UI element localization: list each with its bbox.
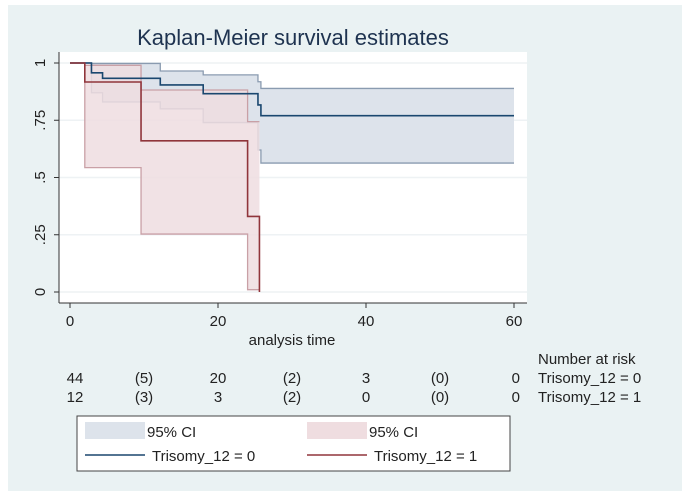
ci-band-series-1 [70, 63, 260, 290]
x-tick-label: 0 [66, 313, 74, 330]
risk-cell: 3 [214, 389, 222, 406]
survival-line-series-0 [70, 62, 514, 117]
y-tick-label: .5 [32, 171, 49, 184]
survival-line-series-1 [70, 62, 261, 292]
legend-label: 95% CI [147, 424, 196, 441]
risk-row-label: Trisomy_12 = 1 [538, 389, 641, 406]
legend-label: 95% CI [369, 424, 418, 441]
risk-table-heading: Number at risk [538, 351, 636, 368]
risk-cell: (2) [283, 370, 301, 387]
chart-title: Kaplan-Meier survival estimates [137, 25, 449, 50]
risk-cell: (0) [431, 389, 449, 406]
y-tick-label: .25 [32, 224, 49, 245]
legend-swatch-ci [307, 422, 367, 439]
ci-band-series-0 [70, 63, 514, 164]
risk-cell: 0 [362, 389, 370, 406]
risk-cell: 20 [210, 370, 227, 387]
x-tick-label: 40 [358, 313, 375, 330]
legend-box [76, 415, 511, 472]
y-tick-label: 1 [32, 59, 49, 67]
risk-cell: (5) [135, 370, 153, 387]
risk-cell: (3) [135, 389, 153, 406]
risk-cell: (2) [283, 389, 301, 406]
y-tick-label: .75 [32, 110, 49, 131]
risk-cell: 3 [362, 370, 370, 387]
y-tick-label: 0 [32, 288, 49, 296]
x-tick-label: 20 [210, 313, 227, 330]
risk-cell: 12 [67, 389, 84, 406]
x-axis-label: analysis time [249, 332, 336, 349]
risk-cell: 0 [512, 389, 520, 406]
risk-cell: (0) [431, 370, 449, 387]
legend-swatch-ci [85, 422, 145, 439]
legend-label: Trisomy_12 = 0 [152, 448, 255, 465]
risk-cell: 0 [512, 370, 520, 387]
legend-label: Trisomy_12 = 1 [374, 448, 477, 465]
x-tick-label: 60 [506, 313, 523, 330]
risk-cell: 44 [67, 370, 84, 387]
risk-row-label: Trisomy_12 = 0 [538, 370, 641, 387]
